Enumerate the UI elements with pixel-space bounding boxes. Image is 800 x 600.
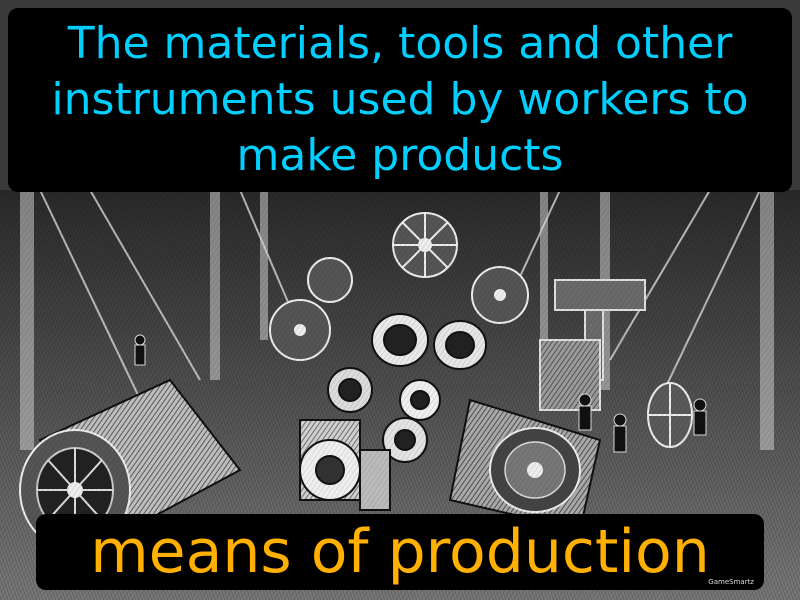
term-text: means of production <box>90 517 710 587</box>
definition-box: The materials, tools and other instrumen… <box>8 8 792 192</box>
definition-text: The materials, tools and other instrumen… <box>51 18 749 181</box>
term-box: means of production <box>36 514 764 590</box>
watermark: GameSmartz <box>708 578 754 586</box>
